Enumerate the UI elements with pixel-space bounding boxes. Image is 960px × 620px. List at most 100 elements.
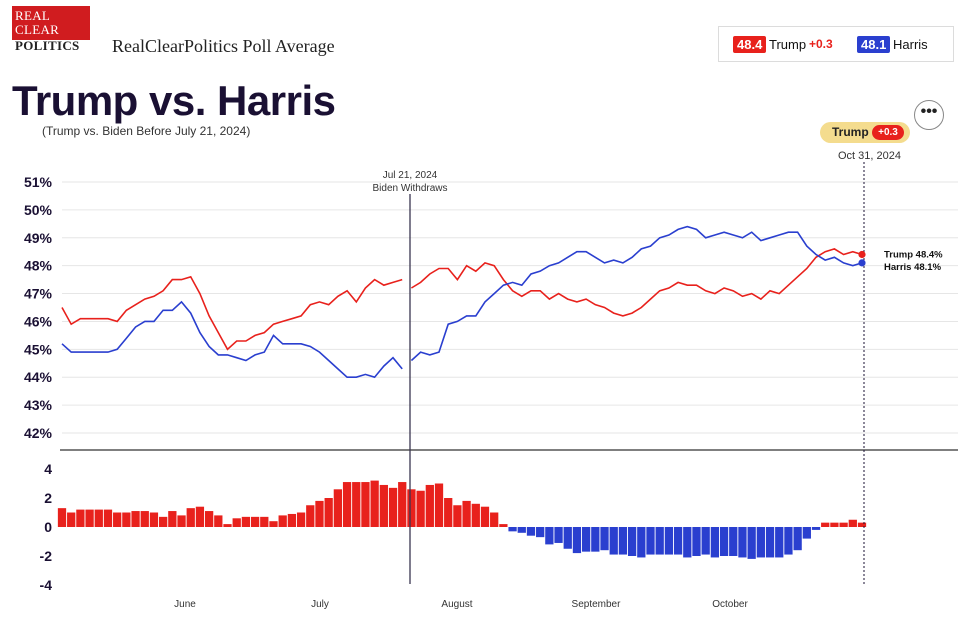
spread-bar bbox=[324, 498, 333, 527]
spread-bar bbox=[131, 511, 140, 527]
spread-bar bbox=[848, 519, 857, 527]
logo-line-3: POLITICS bbox=[15, 38, 80, 53]
spread-bar bbox=[241, 516, 251, 527]
harris-legend-name: Harris bbox=[893, 37, 928, 52]
y-tick-label: 49% bbox=[24, 230, 53, 246]
spread-bar bbox=[140, 511, 149, 527]
spread-bar bbox=[637, 527, 646, 558]
spread-bar bbox=[811, 527, 821, 530]
spread-bar bbox=[701, 527, 710, 555]
spread-bar bbox=[214, 515, 223, 527]
spread-bar bbox=[526, 527, 536, 536]
spread-bar bbox=[508, 527, 517, 532]
spread-bar bbox=[122, 512, 131, 527]
spread-bar bbox=[388, 487, 398, 527]
event-label: Biden Withdraws bbox=[372, 183, 447, 194]
logo-red-block bbox=[12, 6, 90, 40]
spread-bar bbox=[223, 524, 232, 527]
spread-bar bbox=[729, 527, 738, 556]
x-month-label: June bbox=[174, 599, 196, 610]
spread-bar bbox=[609, 527, 618, 555]
spread-bar bbox=[857, 522, 867, 527]
spread-bar bbox=[57, 508, 67, 527]
spread-bar bbox=[379, 484, 388, 527]
page-title: Trump vs. Harris bbox=[12, 77, 336, 124]
trump-legend-spread: +0.3 bbox=[809, 37, 833, 51]
rcp-logo[interactable]: REAL CLEAR POLITICS bbox=[12, 6, 90, 54]
logo-line-1: REAL bbox=[15, 8, 51, 23]
spread-bar bbox=[480, 506, 490, 527]
page-subtitle: (Trump vs. Biden Before July 21, 2024) bbox=[42, 124, 251, 138]
spread-bar bbox=[655, 527, 664, 555]
spread-bar bbox=[416, 490, 425, 527]
y-tick-label: 51% bbox=[24, 174, 53, 190]
spread-bar bbox=[195, 506, 205, 527]
trump-series-line bbox=[410, 248, 863, 317]
spread-bar bbox=[582, 527, 591, 552]
more-options-button[interactable]: ••• bbox=[914, 100, 944, 130]
spread-bar bbox=[554, 527, 563, 543]
spread-bar bbox=[149, 512, 159, 527]
y-tick-label: 45% bbox=[24, 341, 53, 357]
top-legend: 48.4 Trump +0.3 48.1 Harris bbox=[718, 26, 954, 62]
as-of-date: Oct 31, 2024 bbox=[838, 150, 901, 162]
spread-bar bbox=[250, 516, 260, 527]
spread-tick-label: -2 bbox=[40, 548, 53, 564]
y-tick-label: 50% bbox=[24, 202, 53, 218]
spread-bar bbox=[490, 512, 499, 527]
spread-bar bbox=[572, 527, 582, 554]
spread-bar bbox=[563, 527, 572, 549]
harris-end-label: Harris 48.1% bbox=[884, 262, 942, 273]
spread-bar bbox=[618, 527, 628, 555]
spread-bar bbox=[425, 484, 434, 527]
harris-end-marker bbox=[858, 259, 866, 267]
spread-bar bbox=[664, 527, 674, 555]
spread-bar bbox=[821, 522, 830, 527]
spread-bar bbox=[747, 527, 756, 559]
trump-legend-name: Trump bbox=[769, 37, 807, 52]
spread-bar bbox=[342, 482, 352, 527]
spread-bar bbox=[591, 527, 600, 552]
spread-bar bbox=[802, 527, 811, 539]
spread-bar bbox=[545, 527, 554, 545]
spread-bar bbox=[444, 498, 453, 527]
spread-bar bbox=[793, 527, 802, 551]
spread-bar bbox=[627, 527, 637, 556]
trump-series-line bbox=[61, 275, 403, 351]
spread-bar bbox=[738, 527, 747, 558]
spread-tick-label: -4 bbox=[40, 577, 53, 593]
spread-bar bbox=[719, 527, 729, 556]
trump-end-marker bbox=[858, 250, 866, 259]
y-tick-label: 43% bbox=[24, 397, 53, 413]
y-tick-label: 44% bbox=[24, 369, 53, 385]
trump-end-label: Trump 48.4% bbox=[884, 250, 943, 261]
spread-bar bbox=[315, 500, 324, 527]
spread-bar bbox=[113, 512, 122, 527]
event-date-label: Jul 21, 2024 bbox=[383, 170, 438, 181]
x-month-label: August bbox=[441, 599, 472, 610]
spread-bar bbox=[407, 489, 416, 527]
spread-bar bbox=[775, 527, 784, 558]
spread-bar bbox=[204, 511, 214, 527]
x-month-label: September bbox=[572, 599, 622, 610]
site-title: RealClearPolitics Poll Average bbox=[112, 36, 335, 56]
leader-name: Trump bbox=[832, 125, 869, 139]
spread-bar bbox=[296, 512, 306, 527]
y-tick-label: 47% bbox=[24, 286, 53, 302]
spread-bar bbox=[692, 527, 701, 556]
spread-bar bbox=[370, 480, 379, 527]
y-tick-label: 42% bbox=[24, 425, 53, 441]
spread-bar bbox=[756, 527, 765, 558]
spread-bar bbox=[361, 482, 370, 527]
spread-bar bbox=[67, 512, 76, 527]
spread-bar bbox=[462, 500, 471, 527]
harris-value-chip: 48.1 bbox=[857, 36, 891, 53]
spread-bar bbox=[471, 503, 480, 527]
spread-bar bbox=[103, 509, 113, 527]
spread-bar bbox=[673, 527, 683, 555]
spread-tick-label: 4 bbox=[44, 461, 52, 477]
x-month-label: July bbox=[311, 599, 329, 610]
spread-bar bbox=[830, 522, 839, 527]
leader-pill: Trump +0.3 bbox=[820, 122, 910, 143]
spread-bar bbox=[177, 515, 186, 527]
